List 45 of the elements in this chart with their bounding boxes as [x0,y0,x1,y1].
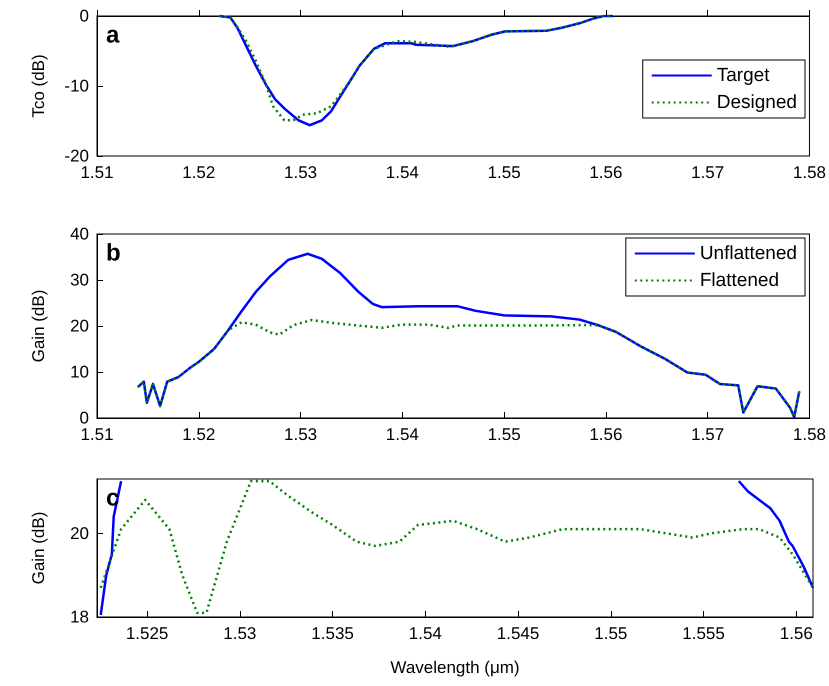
y-tick-label: 10 [70,362,89,382]
x-tick-label: 1.52 [182,163,216,182]
x-tick-label: 1.58 [792,425,826,444]
legend-label: Designed [716,92,798,113]
y-tick-label: -20 [64,146,89,166]
x-tick-label: 1.57 [691,425,724,444]
x-tick-label: 1.51 [80,163,114,182]
y-tick-label: 30 [70,270,89,290]
x-tick-label: 1.58 [792,163,826,182]
x-tick-label: 1.535 [311,624,354,643]
x-tick-label: 1.55 [594,624,628,643]
x-tick-label: 1.57 [691,163,724,182]
x-tick-label: 1.51 [80,425,114,444]
y-tick-label: 40 [70,224,89,244]
x-tick-label: 1.54 [386,163,419,182]
y-tick-label: 18 [70,608,89,626]
chart-title: a [106,22,120,48]
y-axis-title: Gain (dB) [29,290,48,362]
y-axis-title: Gain (dB) [29,512,48,584]
x-tick-label: 1.54 [386,425,419,444]
x-tick-label: 1.525 [126,624,168,643]
x-tick-label: 1.54 [408,624,442,643]
x-tick-label: 1.55 [488,163,521,182]
x-tick-label: 1.56 [589,425,622,444]
x-tick-label: 1.52 [182,425,216,444]
y-tick-label: -10 [64,76,89,96]
y-axis-title: Tco (dB) [29,54,48,118]
legend-label: Unflattened [700,243,798,264]
legend-label: Flattened [700,270,780,291]
x-axis-title: Wavelength (μm) [390,658,520,677]
x-tick-label: 1.56 [589,163,622,182]
x-tick-label: 1.53 [284,163,318,182]
x-tick-label: 1.53 [223,624,256,643]
y-tick-label: 0 [80,408,89,428]
x-tick-label: 1.53 [284,425,318,444]
y-tick-label: 20 [70,524,89,543]
line-series [136,318,801,418]
chart-title: b [106,240,121,266]
x-tick-label: 1.545 [496,624,540,643]
x-tick-label: 1.555 [682,624,725,643]
y-tick-label: 20 [70,316,89,336]
x-tick-label: 1.56 [780,624,813,643]
x-tick-label: 1.55 [488,425,521,444]
y-tick-label: 0 [80,6,89,26]
legend-label: Target [716,65,770,86]
